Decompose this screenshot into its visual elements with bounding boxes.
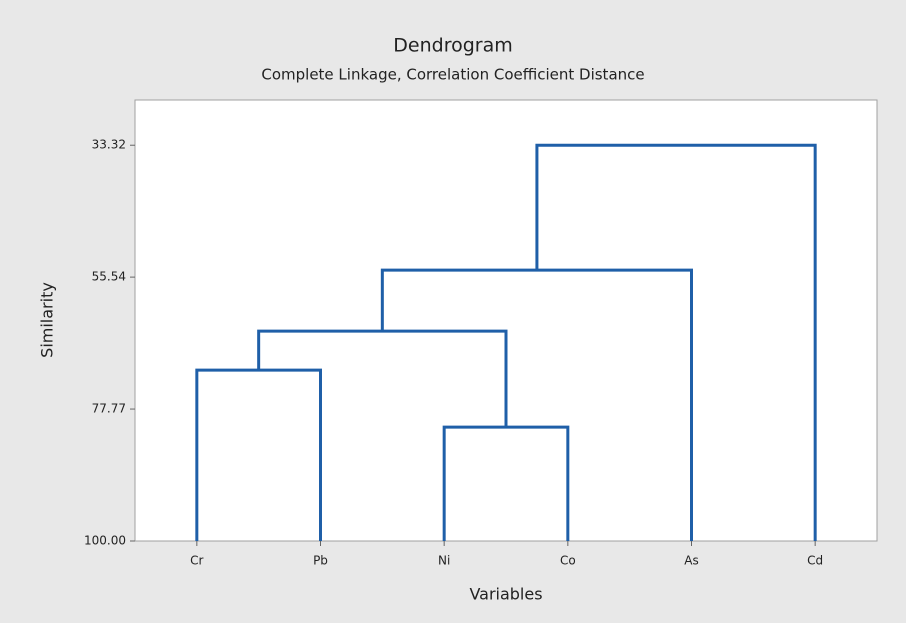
x-axis-label: Variables (469, 585, 542, 604)
y-tick-label: 33.32 (92, 138, 126, 152)
dendrogram-link (535, 143, 817, 541)
y-tick-label: 77.77 (92, 402, 126, 416)
plot-area (134, 99, 878, 542)
x-tick-label: Co (560, 554, 576, 568)
dendrogram-link (380, 268, 693, 541)
chart-subtitle: Complete Linkage, Correlation Coefficien… (261, 66, 644, 84)
y-tick-label: 100.00 (84, 534, 126, 548)
x-tick-label: As (684, 554, 698, 568)
x-tick-label: Cd (807, 554, 823, 568)
x-tick-label: Pb (313, 554, 328, 568)
y-axis-label: Similarity (38, 282, 57, 358)
dendrogram-link (195, 368, 322, 541)
dendrogram-link (442, 425, 570, 541)
y-tick-label: 55.54 (92, 270, 126, 284)
x-tick-label: Cr (190, 554, 203, 568)
x-tick-label: Ni (438, 554, 450, 568)
chart-title: Dendrogram (393, 35, 512, 57)
